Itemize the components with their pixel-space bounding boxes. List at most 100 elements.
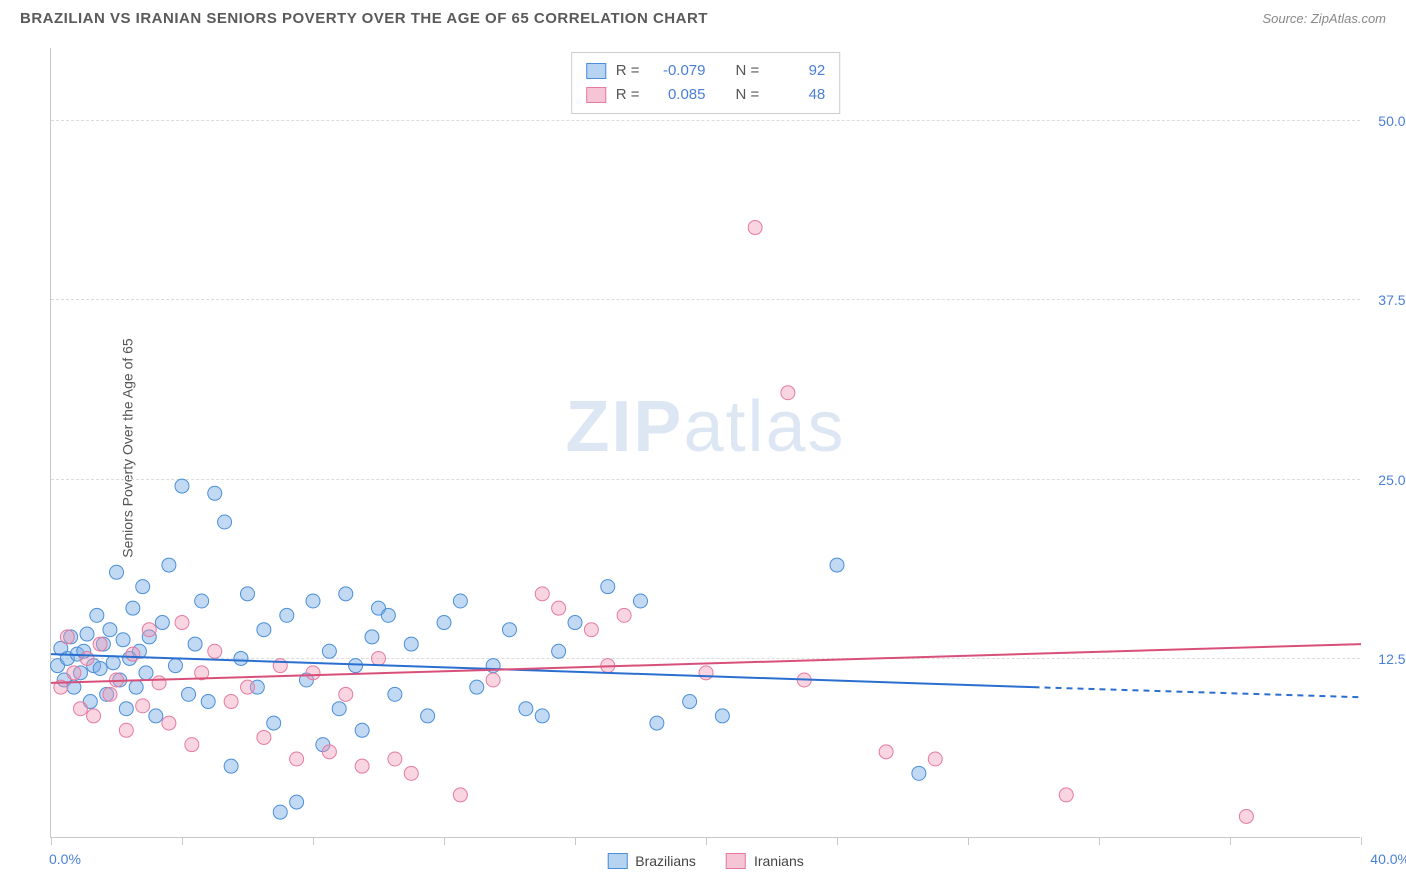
data-point-iranians (322, 745, 336, 759)
r-label: R = (616, 83, 640, 107)
data-point-iranians (162, 716, 176, 730)
data-point-brazilians (355, 723, 369, 737)
n-label: N = (736, 59, 760, 83)
r-value-iranians: 0.085 (650, 83, 706, 107)
data-point-brazilians (208, 486, 222, 500)
data-point-brazilians (634, 594, 648, 608)
data-point-iranians (355, 759, 369, 773)
chart-title: BRAZILIAN VS IRANIAN SENIORS POVERTY OVE… (20, 10, 708, 27)
data-point-brazilians (267, 716, 281, 730)
data-point-iranians (1239, 809, 1253, 823)
data-point-iranians (535, 587, 549, 601)
data-point-iranians (290, 752, 304, 766)
data-point-brazilians (168, 659, 182, 673)
data-point-brazilians (552, 644, 566, 658)
stats-row-brazilians: R = -0.079 N = 92 (586, 59, 826, 83)
regression-extrapolation-brazilians (1034, 687, 1362, 697)
data-point-iranians (185, 738, 199, 752)
data-point-iranians (224, 695, 238, 709)
data-point-brazilians (90, 608, 104, 622)
data-point-iranians (257, 730, 271, 744)
data-point-brazilians (175, 479, 189, 493)
source-attribution: Source: ZipAtlas.com (1262, 11, 1386, 26)
swatch-brazilians (586, 63, 606, 79)
data-point-iranians (60, 630, 74, 644)
data-point-brazilians (332, 702, 346, 716)
y-tick-label: 12.5% (1378, 651, 1406, 667)
data-point-brazilians (503, 623, 517, 637)
data-point-brazilians (224, 759, 238, 773)
data-point-brazilians (568, 616, 582, 630)
n-value-iranians: 48 (769, 83, 825, 107)
data-point-brazilians (195, 594, 209, 608)
data-point-iranians (699, 666, 713, 680)
x-axis-max-label: 40.0% (1370, 851, 1406, 867)
stats-legend-box: R = -0.079 N = 92 R = 0.085 N = 48 (571, 52, 841, 114)
legend-item-brazilians: Brazilians (607, 853, 696, 869)
data-point-brazilians (110, 565, 124, 579)
data-point-brazilians (201, 695, 215, 709)
data-point-brazilians (388, 687, 402, 701)
data-point-iranians (306, 666, 320, 680)
data-point-brazilians (155, 616, 169, 630)
data-point-brazilians (715, 709, 729, 723)
data-point-brazilians (234, 651, 248, 665)
data-point-brazilians (339, 587, 353, 601)
data-point-brazilians (650, 716, 664, 730)
data-point-iranians (879, 745, 893, 759)
r-value-brazilians: -0.079 (650, 59, 706, 83)
data-point-brazilians (421, 709, 435, 723)
data-point-brazilians (93, 662, 107, 676)
swatch-iranians (586, 87, 606, 103)
data-point-brazilians (404, 637, 418, 651)
data-point-brazilians (149, 709, 163, 723)
data-point-iranians (136, 699, 150, 713)
stats-row-iranians: R = 0.085 N = 48 (586, 83, 826, 107)
data-point-brazilians (322, 644, 336, 658)
data-point-brazilians (912, 766, 926, 780)
data-point-brazilians (437, 616, 451, 630)
data-point-iranians (103, 687, 117, 701)
x-tick (575, 837, 576, 845)
x-tick (706, 837, 707, 845)
data-point-brazilians (162, 558, 176, 572)
swatch-brazilians (607, 853, 627, 869)
data-point-iranians (404, 766, 418, 780)
data-point-brazilians (188, 637, 202, 651)
data-point-brazilians (106, 656, 120, 670)
y-tick-label: 37.5% (1378, 292, 1406, 308)
n-value-brazilians: 92 (769, 59, 825, 83)
data-point-iranians (80, 651, 94, 665)
data-point-brazilians (519, 702, 533, 716)
data-point-brazilians (119, 702, 133, 716)
data-point-iranians (552, 601, 566, 615)
legend-bottom: Brazilians Iranians (607, 853, 804, 869)
data-point-brazilians (453, 594, 467, 608)
data-point-brazilians (290, 795, 304, 809)
legend-item-iranians: Iranians (726, 853, 804, 869)
x-tick (182, 837, 183, 845)
data-point-brazilians (139, 666, 153, 680)
data-point-iranians (93, 637, 107, 651)
n-label: N = (736, 83, 760, 107)
y-tick-label: 50.0% (1378, 113, 1406, 129)
data-point-brazilians (280, 608, 294, 622)
data-point-iranians (781, 386, 795, 400)
data-point-brazilians (830, 558, 844, 572)
scatter-svg (51, 48, 1361, 838)
data-point-iranians (1059, 788, 1073, 802)
data-point-iranians (73, 702, 87, 716)
data-point-iranians (152, 676, 166, 690)
data-point-brazilians (80, 627, 94, 641)
chart-plot-area: ZIPatlas 12.5%25.0%37.5%50.0% 0.0% 40.0%… (50, 48, 1360, 838)
x-tick (444, 837, 445, 845)
data-point-brazilians (306, 594, 320, 608)
data-point-brazilians (683, 695, 697, 709)
y-tick-label: 25.0% (1378, 472, 1406, 488)
x-tick (1361, 837, 1362, 845)
data-point-iranians (142, 623, 156, 637)
data-point-brazilians (126, 601, 140, 615)
data-point-iranians (453, 788, 467, 802)
data-point-brazilians (136, 580, 150, 594)
data-point-brazilians (470, 680, 484, 694)
